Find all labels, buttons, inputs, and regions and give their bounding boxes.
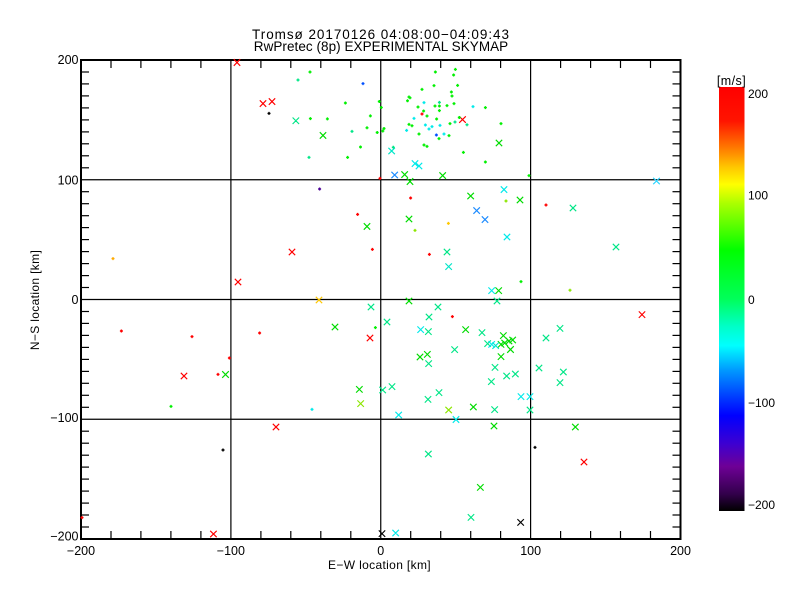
svg-text:N−S location [km]: N−S location [km] (28, 250, 42, 350)
svg-text:200: 200 (58, 53, 79, 67)
svg-text:−100: −100 (50, 411, 78, 425)
svg-text:−200: −200 (50, 530, 78, 544)
svg-text:[m/s]: [m/s] (717, 74, 746, 88)
svg-text:−200: −200 (67, 544, 95, 558)
svg-text:−200: −200 (748, 498, 775, 512)
svg-text:RwPretec (8p) EXPERIMENTAL SKY: RwPretec (8p) EXPERIMENTAL SKYMAP (254, 39, 508, 54)
svg-text:Tromsø 20170126 04:08:00−04:09: Tromsø 20170126 04:08:00−04:09:43 (252, 27, 510, 42)
svg-text:200: 200 (670, 544, 691, 558)
svg-text:0: 0 (377, 544, 384, 558)
svg-text:E−W location [km]: E−W location [km] (328, 558, 431, 572)
svg-text:0: 0 (72, 293, 79, 307)
svg-text:100: 100 (58, 174, 79, 188)
svg-text:0: 0 (748, 293, 755, 307)
svg-text:200: 200 (748, 87, 768, 101)
svg-text:−100: −100 (217, 544, 245, 558)
svg-text:100: 100 (748, 189, 768, 203)
svg-text:100: 100 (520, 544, 541, 558)
svg-text:−100: −100 (748, 396, 775, 410)
